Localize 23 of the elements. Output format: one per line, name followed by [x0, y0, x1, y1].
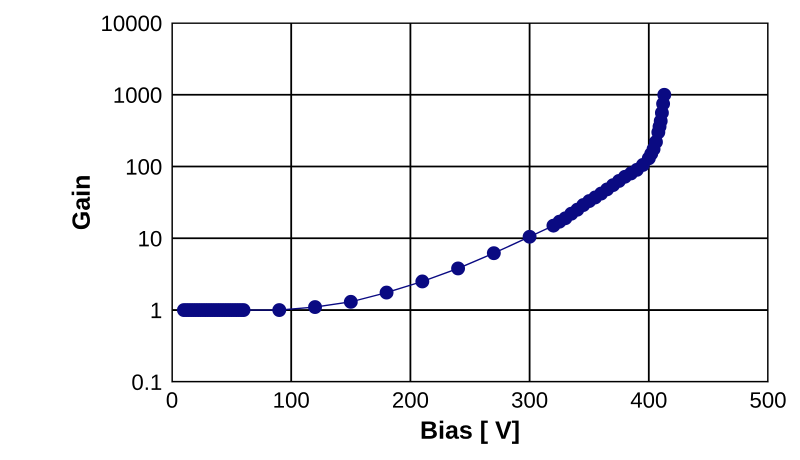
x-tick-label: 100 — [274, 392, 309, 408]
y-tick-label: 1 — [152, 302, 162, 318]
point — [344, 294, 358, 309]
y-tick-label: 1000 — [114, 87, 162, 104]
point — [380, 286, 394, 300]
y-tick-label: 0.1 — [132, 374, 162, 390]
point — [451, 261, 466, 276]
x-axis-title: Bias [ V] — [422, 420, 519, 444]
x-tick-label: 0 — [166, 392, 178, 408]
point — [486, 246, 501, 260]
x-tick-label: 400 — [630, 392, 666, 408]
x-tick-label: 500 — [750, 392, 786, 408]
y-tick-label: 10000 — [102, 16, 162, 32]
point — [308, 300, 322, 314]
y-axis-title: Gain — [72, 176, 90, 230]
point — [522, 230, 537, 244]
x-tick-label: 300 — [512, 392, 548, 408]
x-tick-label: 200 — [392, 392, 428, 408]
point — [657, 88, 672, 102]
point — [272, 303, 286, 317]
y-tick-label: 100 — [126, 159, 162, 175]
point — [415, 274, 430, 288]
y-tick-label: 10 — [139, 230, 162, 247]
